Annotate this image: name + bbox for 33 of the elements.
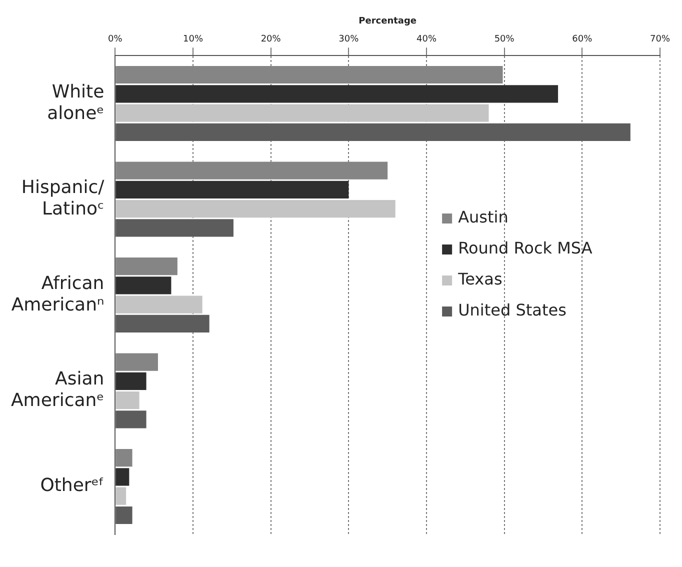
bar — [116, 276, 172, 294]
bar — [116, 200, 396, 218]
bar — [116, 85, 558, 103]
legend-label: Round Rock MSA — [458, 238, 592, 258]
x-tick-label: 0% — [108, 34, 123, 45]
bar — [116, 180, 349, 198]
bar — [116, 468, 130, 486]
x-tick-label: 30% — [338, 34, 360, 45]
x-axis-title: Percentage — [358, 16, 417, 27]
bar — [116, 257, 178, 276]
bar — [116, 353, 158, 371]
legend-label: Texas — [457, 270, 502, 289]
x-tick-label: 50% — [494, 34, 515, 45]
y-tick-label: White aloneᵉ — [47, 81, 104, 124]
y-tick-label: Hispanic/Latinoᶜ — [21, 177, 106, 220]
bar — [116, 372, 146, 390]
bar — [116, 392, 140, 410]
y-tick-label: Asian Americanᵉ — [10, 368, 104, 412]
legend-label: Austin — [458, 208, 508, 227]
y-tick-label: African Americanⁿ — [11, 272, 104, 316]
x-tick-label: 40% — [416, 34, 437, 45]
x-tick-label: 10% — [182, 34, 204, 45]
legend-label: United States — [458, 300, 566, 320]
bar — [116, 66, 503, 84]
bar — [116, 296, 202, 314]
x-tick-label: 70% — [650, 34, 670, 45]
bar — [116, 487, 126, 505]
y-tick-label: Otherᵉᶠ — [40, 475, 104, 496]
x-tick-label: 60% — [572, 34, 593, 45]
bar — [116, 448, 132, 467]
bar — [116, 104, 489, 122]
bar — [116, 162, 388, 180]
x-tick-label: 20% — [260, 34, 282, 45]
